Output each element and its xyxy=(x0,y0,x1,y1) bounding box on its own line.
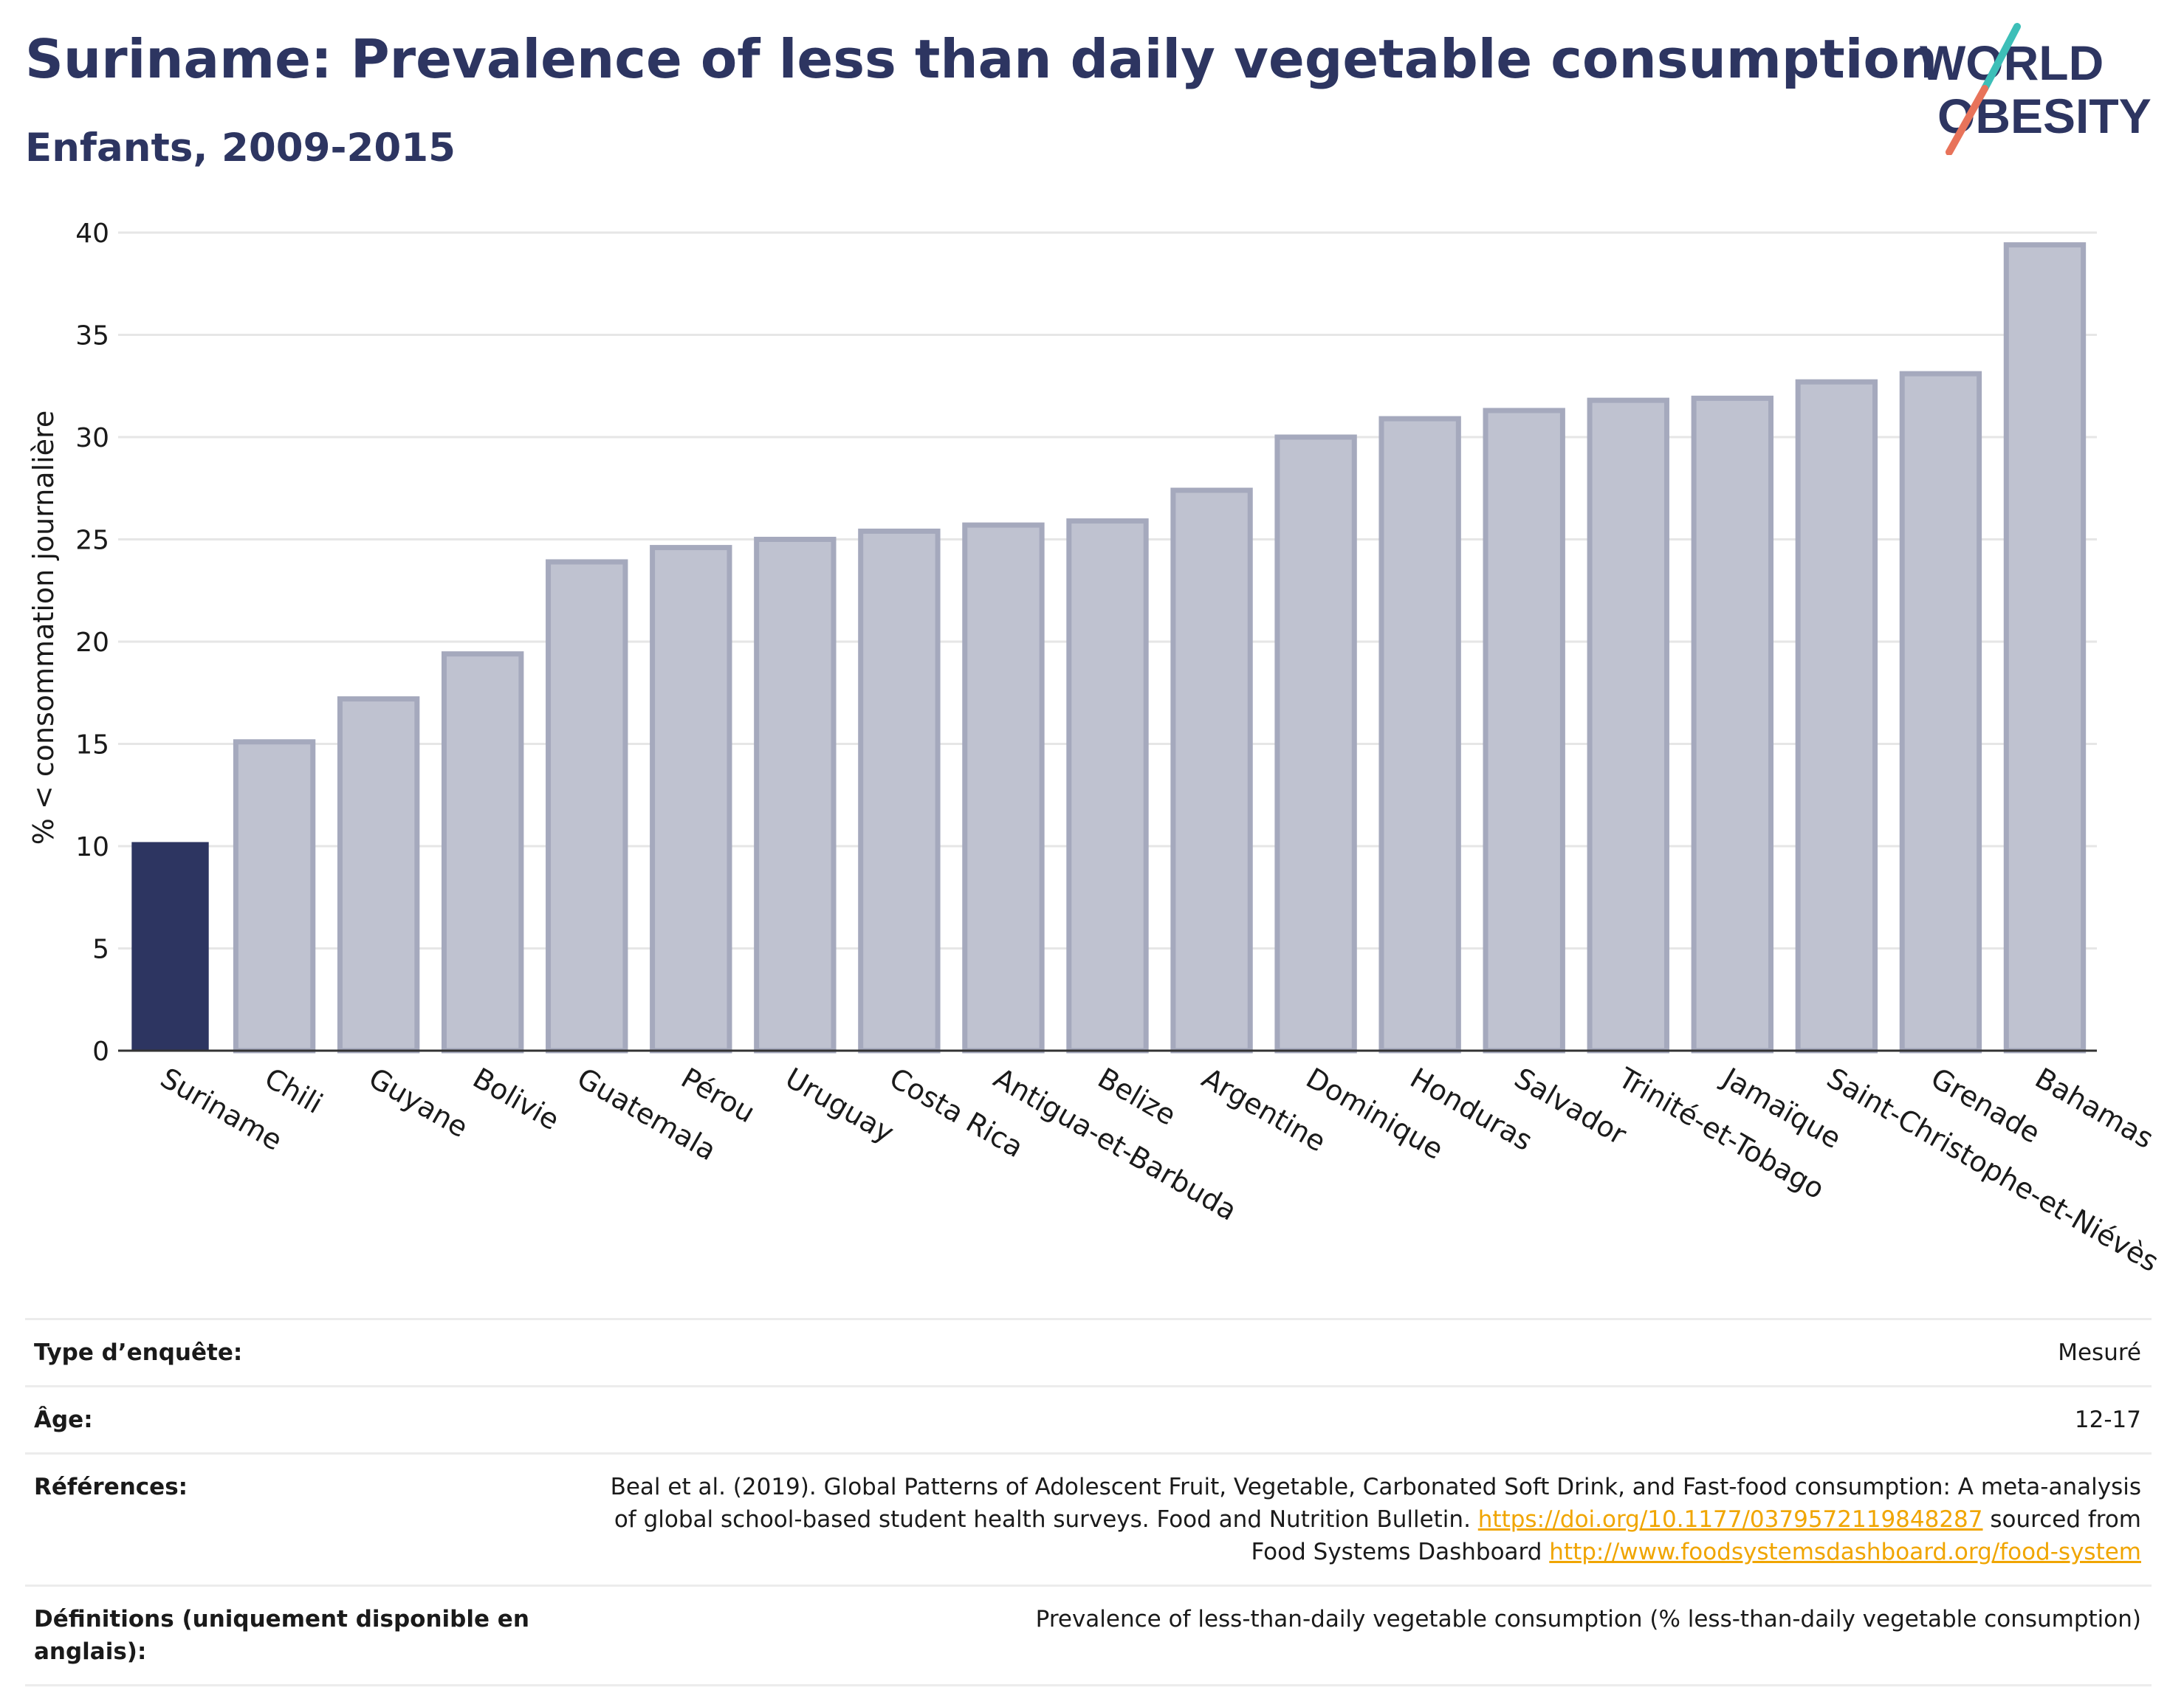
survey-type-value: Mesuré xyxy=(2058,1339,2141,1366)
bar-saint-christophe-et-ni-v-s[interactable] xyxy=(1795,379,1878,1054)
x-tick-label: Bahamas xyxy=(2030,1062,2159,1156)
y-tick-label: 10 xyxy=(75,832,109,862)
y-tick-label: 25 xyxy=(75,526,109,556)
age-value: 12-17 xyxy=(2074,1407,2141,1433)
bar-trinit-et-tobago[interactable] xyxy=(1587,397,1669,1054)
bar-salvador[interactable] xyxy=(1483,408,1565,1054)
y-tick-label: 30 xyxy=(75,423,109,453)
bar-guatemala[interactable] xyxy=(546,559,628,1054)
bar-p-rou[interactable] xyxy=(650,545,732,1054)
y-tick-label: 15 xyxy=(75,730,109,761)
x-tick-label: Bolivie xyxy=(467,1062,565,1137)
bar-uruguay[interactable] xyxy=(754,537,837,1054)
bar-jama-que[interactable] xyxy=(1691,395,1774,1054)
bar-argentine[interactable] xyxy=(1170,487,1253,1054)
survey-type-row: Type d’enquête: Mesuré xyxy=(25,1318,2152,1385)
metadata-table: Type d’enquête: Mesuré Âge: 12-17 Référe… xyxy=(25,1318,2152,1686)
bar-grenade[interactable] xyxy=(1899,371,1982,1054)
bar-antigua-et-barbuda[interactable] xyxy=(962,522,1045,1054)
x-tick-label: Guyane xyxy=(363,1062,473,1144)
y-tick-label: 35 xyxy=(75,321,109,351)
bar-bolivie[interactable] xyxy=(441,651,524,1054)
y-tick-label: 5 xyxy=(92,935,109,965)
definitions-label: Définitions (uniquement disponible en an… xyxy=(34,1606,529,1665)
doi-link[interactable]: https://doi.org/10.1177/0379572119848287 xyxy=(1477,1506,1983,1533)
y-tick-label: 0 xyxy=(92,1037,109,1067)
references-value: Beal et al. (2019). Global Patterns of A… xyxy=(591,1471,2141,1568)
bar-bahamas[interactable] xyxy=(2003,242,2087,1054)
page-title: Suriname: Prevalence of less than daily … xyxy=(25,28,1938,90)
age-row: Âge: 12-17 xyxy=(25,1385,2152,1452)
references-text-2: sourced from Food Systems Dashboard xyxy=(1251,1506,2141,1565)
bar-dominique[interactable] xyxy=(1274,434,1357,1054)
bar-belize[interactable] xyxy=(1066,518,1149,1054)
food-systems-dashboard-link[interactable]: http://www.foodsystemsdashboard.org/food… xyxy=(1549,1539,2141,1565)
bar-costa-rica[interactable] xyxy=(858,528,941,1054)
x-tick-label: Chili xyxy=(259,1062,328,1120)
definitions-row: Définitions (uniquement disponible en an… xyxy=(25,1585,2152,1686)
bar-honduras[interactable] xyxy=(1378,416,1461,1054)
references-row: Références: Beal et al. (2019). Global P… xyxy=(25,1452,2152,1585)
world-obesity-logo: WORLD OBESITY xyxy=(1920,23,2152,155)
y-tick-label: 40 xyxy=(75,219,109,249)
bars xyxy=(131,242,2087,1054)
bar-suriname[interactable] xyxy=(131,842,209,1051)
bar-chili[interactable] xyxy=(233,739,316,1054)
x-tick-label: Uruguay xyxy=(780,1062,899,1150)
y-tick-label: 20 xyxy=(75,628,109,658)
age-label: Âge: xyxy=(34,1407,93,1433)
survey-type-label: Type d’enquête: xyxy=(34,1339,243,1366)
references-text-1: Beal et al. (2019). Global Patterns of A… xyxy=(610,1474,2141,1533)
definitions-value: Prevalence of less-than-daily vegetable … xyxy=(1035,1606,2141,1633)
bar-guyane[interactable] xyxy=(337,696,420,1054)
references-label: Références: xyxy=(34,1474,188,1500)
page-subtitle: Enfants, 2009-2015 xyxy=(25,126,456,171)
y-axis-label: % < consommation journalière xyxy=(27,411,60,845)
